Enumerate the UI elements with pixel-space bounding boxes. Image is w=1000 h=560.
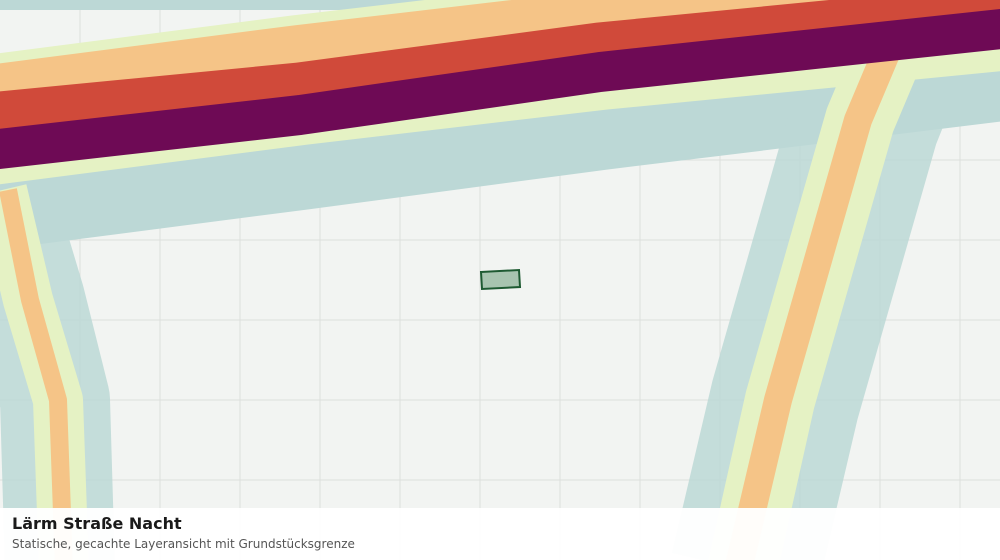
noise-zone-very-high <box>0 8 1000 169</box>
parcel-boundary <box>479 268 522 291</box>
caption-subtitle: Statische, gecachte Layeransicht mit Gru… <box>12 537 355 551</box>
caption-title: Lärm Straße Nacht <box>12 514 182 533</box>
caption-panel: Lärm Straße Nacht Statische, gecachte La… <box>0 508 1000 560</box>
